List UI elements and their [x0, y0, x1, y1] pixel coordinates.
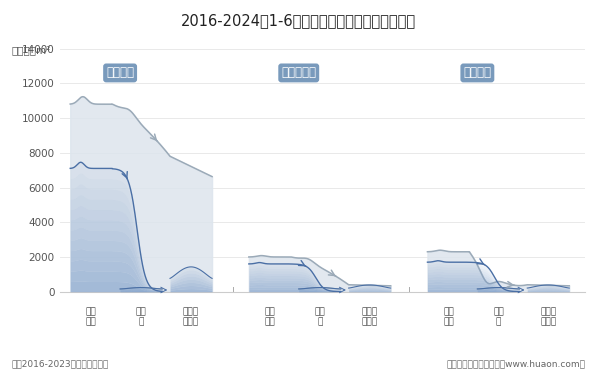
Text: 商品
住宅: 商品 住宅: [86, 307, 97, 327]
Text: 制图：华经产业研究院（www.huaon.com）: 制图：华经产业研究院（www.huaon.com）: [446, 359, 585, 368]
Text: 新开工面积: 新开工面积: [281, 67, 316, 79]
Text: 施工面积: 施工面积: [106, 67, 134, 79]
Text: 商业营
业用房: 商业营 业用房: [362, 307, 378, 327]
Text: 办公
楼: 办公 楼: [493, 307, 504, 327]
Text: 竣工面积: 竣工面积: [463, 67, 491, 79]
Text: 办公
楼: 办公 楼: [136, 307, 146, 327]
Text: 单位：万m²: 单位：万m²: [12, 45, 51, 55]
Text: 商品
住宅: 商品 住宅: [443, 307, 454, 327]
Text: 商业营
业用房: 商业营 业用房: [540, 307, 556, 327]
Text: 注：2016-2023年为全年度数据: 注：2016-2023年为全年度数据: [12, 359, 109, 368]
Text: 办公
楼: 办公 楼: [315, 307, 325, 327]
Text: 商业营
业用房: 商业营 业用房: [183, 307, 199, 327]
Text: 商品
住宅: 商品 住宅: [264, 307, 275, 327]
Text: 2016-2024年1-6月黑龙江省房地产施工面积情况: 2016-2024年1-6月黑龙江省房地产施工面积情况: [181, 13, 416, 28]
